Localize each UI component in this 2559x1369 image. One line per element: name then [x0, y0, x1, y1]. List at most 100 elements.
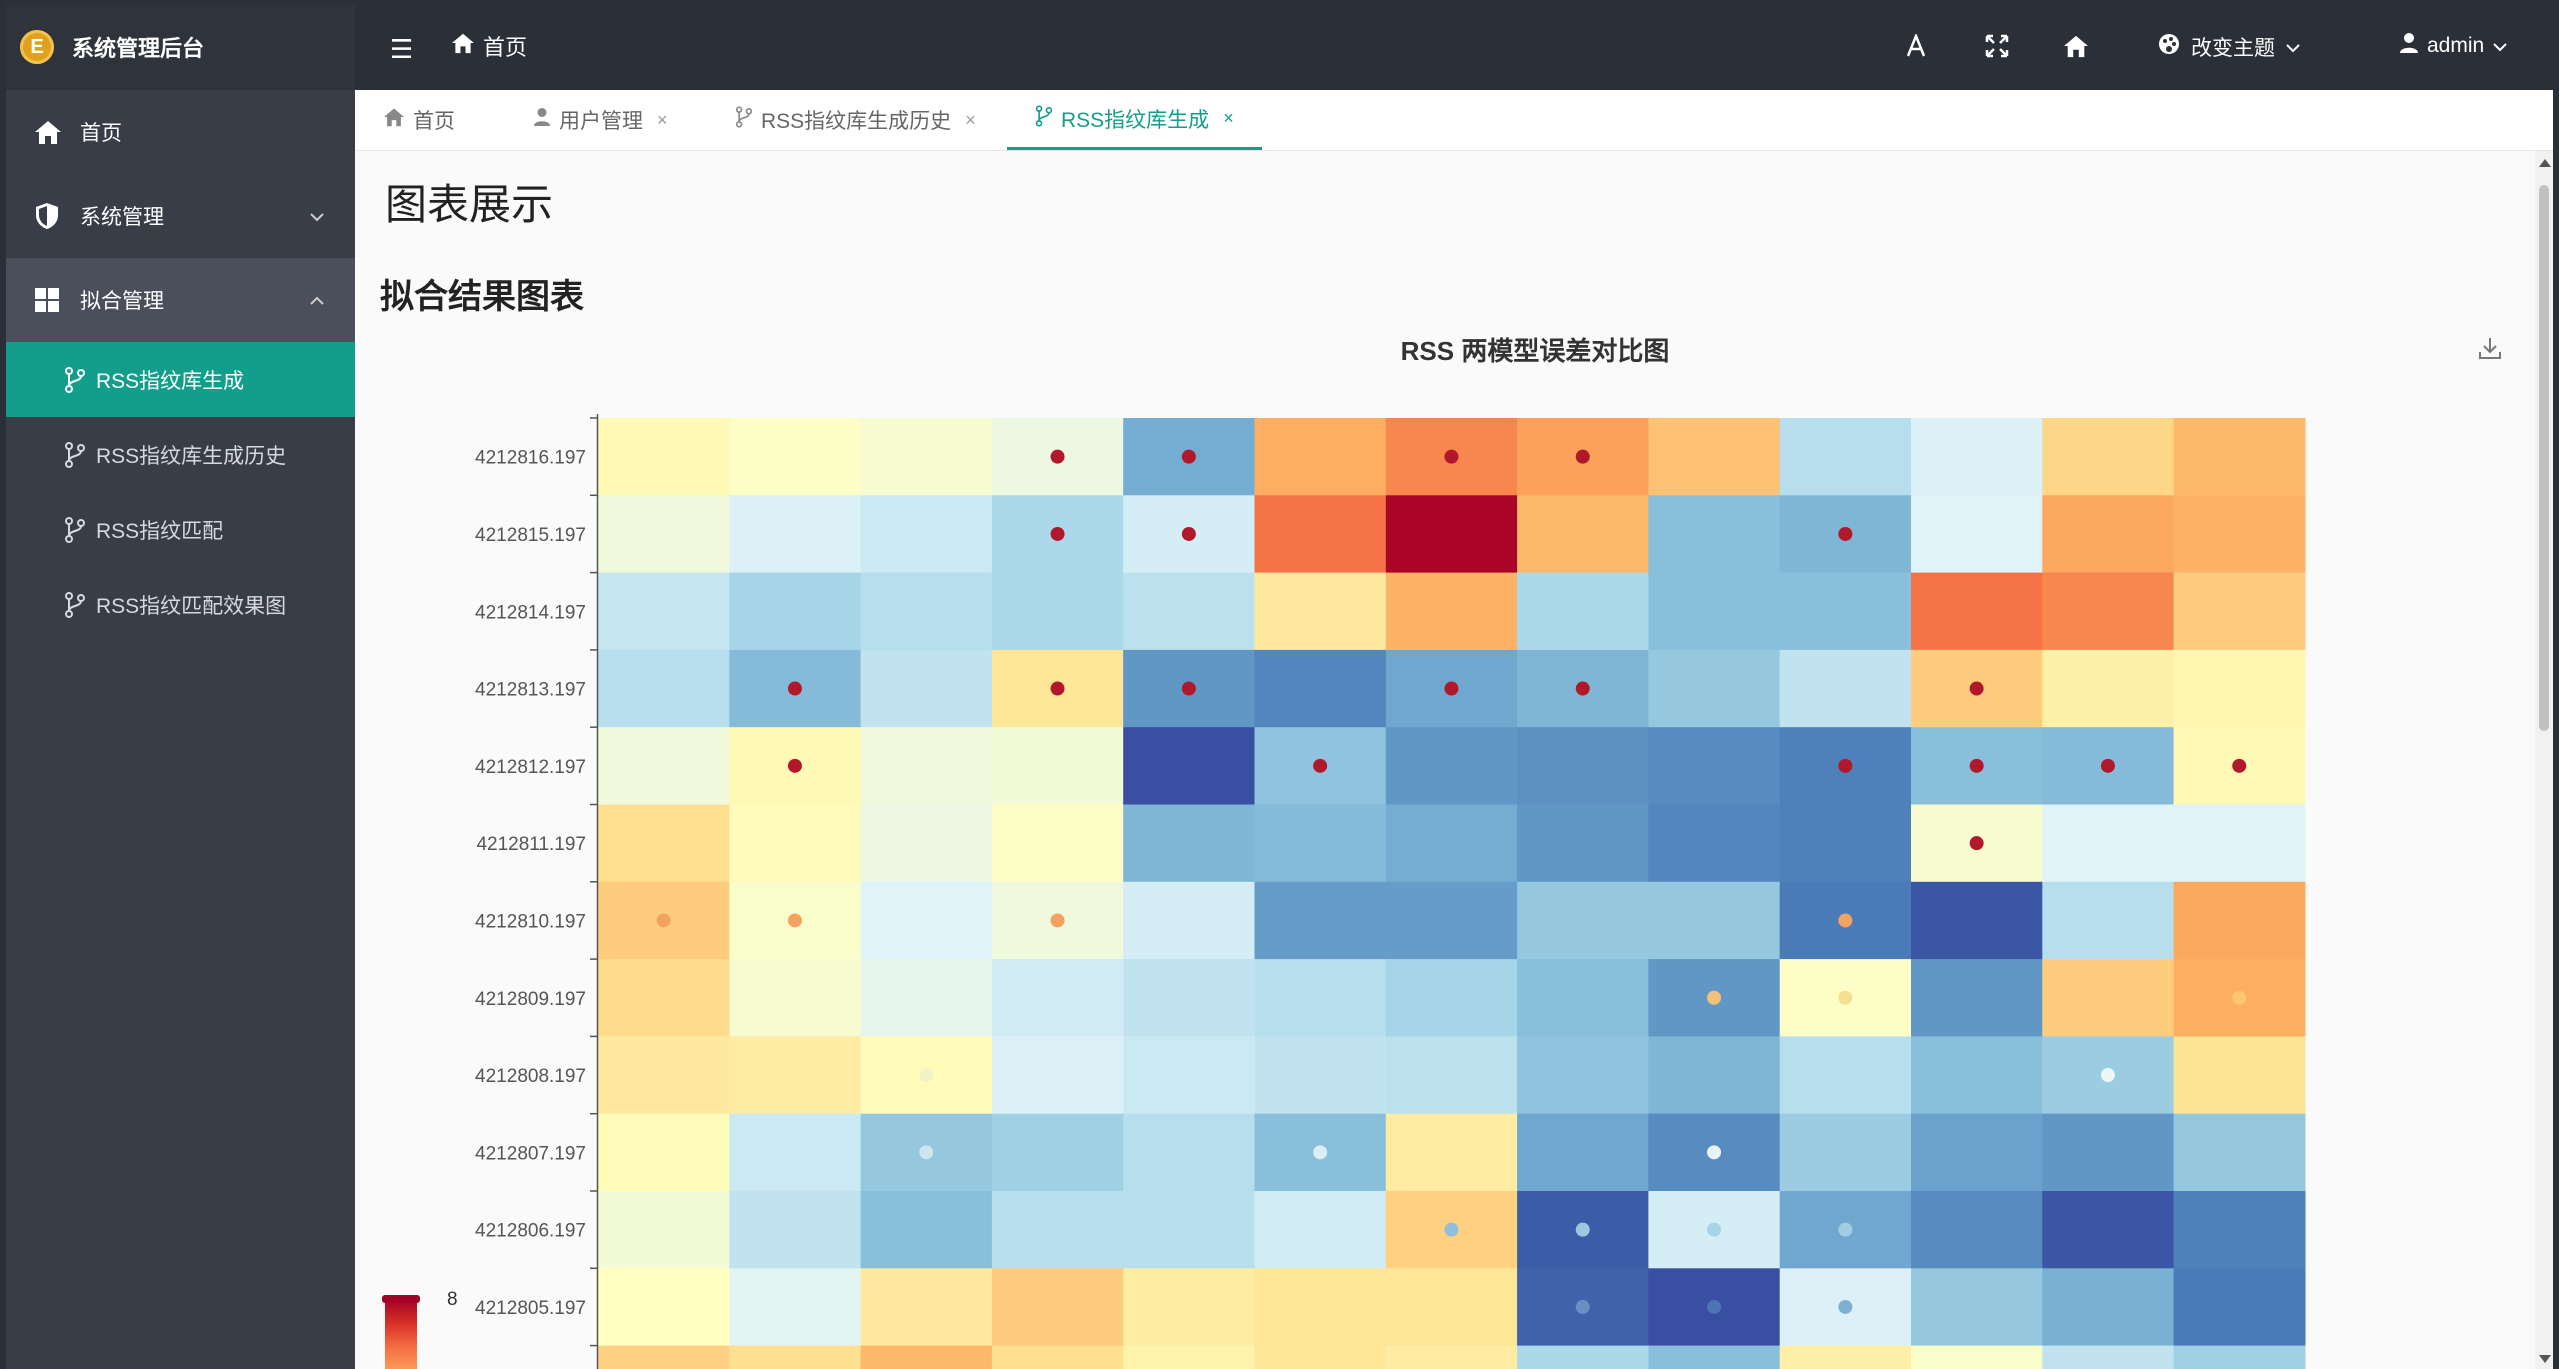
heatmap-marker — [1050, 913, 1065, 928]
vertical-scrollbar[interactable] — [2535, 151, 2553, 1369]
sidebar-subitem-rss-history[interactable]: RSS指纹库生成历史 — [6, 417, 355, 492]
scrollbar-thumb[interactable] — [2539, 185, 2549, 731]
heatmap-cell — [2173, 1191, 2306, 1269]
heatmap-cell — [1648, 1345, 1781, 1369]
tab-label: RSS指纹库生成 — [1061, 108, 1210, 132]
heatmap-cell — [2042, 1268, 2175, 1347]
tab-close-icon[interactable]: × — [657, 109, 668, 130]
heatmap-cell — [991, 1113, 1124, 1192]
sidebar-subitem-rss-generate[interactable]: RSS指纹库生成 — [6, 342, 355, 417]
download-icon[interactable] — [2477, 335, 2503, 366]
heatmap-cell — [1123, 804, 1256, 883]
heatmap-cell — [2042, 418, 2175, 496]
breadcrumb[interactable]: 首页 — [451, 30, 527, 62]
page-title: 图表展示 — [385, 181, 554, 228]
username: admin — [2427, 34, 2485, 57]
heatmap-cell — [1517, 495, 1649, 574]
heatmap-marker — [1181, 681, 1196, 696]
heatmap-marker — [1707, 1299, 1722, 1314]
heatmap-cell — [860, 1191, 993, 1269]
heatmap-cell — [1254, 804, 1387, 883]
heatmap-cell — [1648, 649, 1781, 728]
visual-map-handle[interactable] — [382, 1295, 420, 1303]
sidebar-subitem-rss-match-chart[interactable]: RSS指纹匹配效果图 — [6, 567, 355, 642]
visual-map-max-label: 8 — [447, 1289, 458, 1310]
y-tick-label: 4212812.197 — [475, 757, 586, 778]
brand: E 系统管理后台 — [6, 4, 355, 90]
heatmap-cell — [1517, 572, 1649, 651]
heatmap-marker — [1050, 526, 1065, 541]
heatmap-cell — [1911, 495, 2043, 574]
heatmap-cell — [598, 1036, 730, 1115]
sidebar-subitem-rss-match[interactable]: RSS指纹匹配 — [6, 492, 355, 567]
heatmap-cell — [1123, 1345, 1256, 1369]
tab-user-management[interactable]: 用户管理 × — [533, 90, 668, 150]
heatmap-cell — [991, 959, 1124, 1037]
heatmap-marker — [919, 1145, 934, 1160]
y-tick-label: 4212814.197 — [475, 602, 586, 623]
heatmap-cell — [1648, 495, 1781, 574]
tab-close-icon[interactable]: × — [965, 109, 976, 130]
font-size-icon[interactable] — [1905, 32, 1927, 63]
heatmap-cell — [1123, 881, 1256, 960]
heatmap-cell — [1254, 959, 1387, 1037]
heatmap-cell — [2042, 1345, 2175, 1369]
tab-rss-history[interactable]: RSS指纹库生成历史 × — [735, 90, 976, 150]
heatmap-cell — [1123, 1191, 1256, 1269]
heatmap-marker — [1969, 758, 1984, 773]
y-tick-label: 4212806.197 — [475, 1221, 586, 1242]
heatmap-cell — [729, 495, 862, 574]
heatmap-cell — [1254, 572, 1387, 651]
heatmap-cell — [1254, 418, 1387, 496]
home-icon[interactable] — [2063, 34, 2089, 63]
heatmap-cell — [1254, 1036, 1387, 1115]
heatmap-cell — [1779, 1345, 1912, 1369]
sidebar-item-home[interactable]: 首页 — [6, 90, 355, 174]
palette-icon — [2157, 32, 2181, 62]
heatmap-marker — [1707, 1145, 1722, 1160]
app-window: E 系统管理后台 首页 系统管理 拟合管理 — [6, 4, 2553, 1369]
heatmap-marker — [1313, 1145, 1328, 1160]
fullscreen-icon[interactable] — [1985, 34, 2009, 63]
visual-map-bar[interactable] — [385, 1299, 417, 1369]
heatmap-marker — [1575, 1299, 1590, 1314]
app-title: 系统管理后台 — [72, 36, 205, 61]
heatmap-cell — [991, 1345, 1124, 1369]
heatmap-cell — [1385, 1345, 1518, 1369]
heatmap-marker — [2232, 758, 2247, 773]
menu-toggle-icon[interactable]: ☰ — [390, 34, 414, 64]
y-tick-label: 4212810.197 — [475, 911, 586, 932]
heatmap-cell — [1779, 572, 1912, 651]
heatmap-cell — [2042, 881, 2175, 960]
heatmap-cell — [729, 1268, 862, 1347]
heatmap-cell — [729, 418, 862, 496]
heatmap-cell — [1779, 1113, 1912, 1192]
heatmap-cell — [598, 649, 730, 728]
heatmap-cell — [729, 1345, 862, 1369]
theme-dropdown[interactable]: 改变主题 — [2157, 32, 2301, 62]
heatmap-cell — [2173, 649, 2306, 728]
chevron-down-icon — [2285, 35, 2301, 59]
sidebar-item-system[interactable]: 系统管理 — [6, 174, 355, 258]
heatmap-cell — [2042, 1113, 2175, 1192]
scroll-down-arrow[interactable] — [2539, 1355, 2551, 1363]
heatmap-cell — [2173, 804, 2306, 883]
tab-rss-generate[interactable]: RSS指纹库生成 × — [1007, 90, 1262, 150]
sidebar-item-fitting[interactable]: 拟合管理 — [6, 258, 355, 342]
user-dropdown[interactable]: admin — [2399, 32, 2508, 60]
tab-home[interactable]: 首页 — [383, 90, 455, 150]
sidebar-subitem-label: RSS指纹库生成 — [96, 369, 245, 393]
sidebar-subitem-label: RSS指纹匹配 — [96, 519, 224, 543]
heatmap-cell — [1911, 881, 2043, 960]
home-icon — [383, 107, 405, 133]
scroll-up-arrow[interactable] — [2539, 159, 2551, 167]
heatmap-cell — [598, 959, 730, 1037]
heatmap-cell — [991, 1036, 1124, 1115]
heatmap-cell — [598, 804, 730, 883]
heatmap-cell — [1385, 727, 1518, 806]
heatmap-cell — [2042, 804, 2175, 883]
heatmap-cell — [1517, 959, 1649, 1037]
heatmap-cell — [1779, 1036, 1912, 1115]
tab-close-icon[interactable]: × — [1223, 108, 1234, 128]
chart-title: RSS 两模型误差对比图 — [1400, 336, 1670, 366]
